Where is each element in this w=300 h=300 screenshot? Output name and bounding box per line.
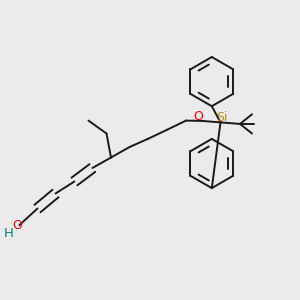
Text: Si: Si	[216, 111, 228, 124]
Text: O: O	[193, 110, 202, 123]
Text: O: O	[13, 219, 22, 232]
Text: H: H	[4, 227, 13, 240]
